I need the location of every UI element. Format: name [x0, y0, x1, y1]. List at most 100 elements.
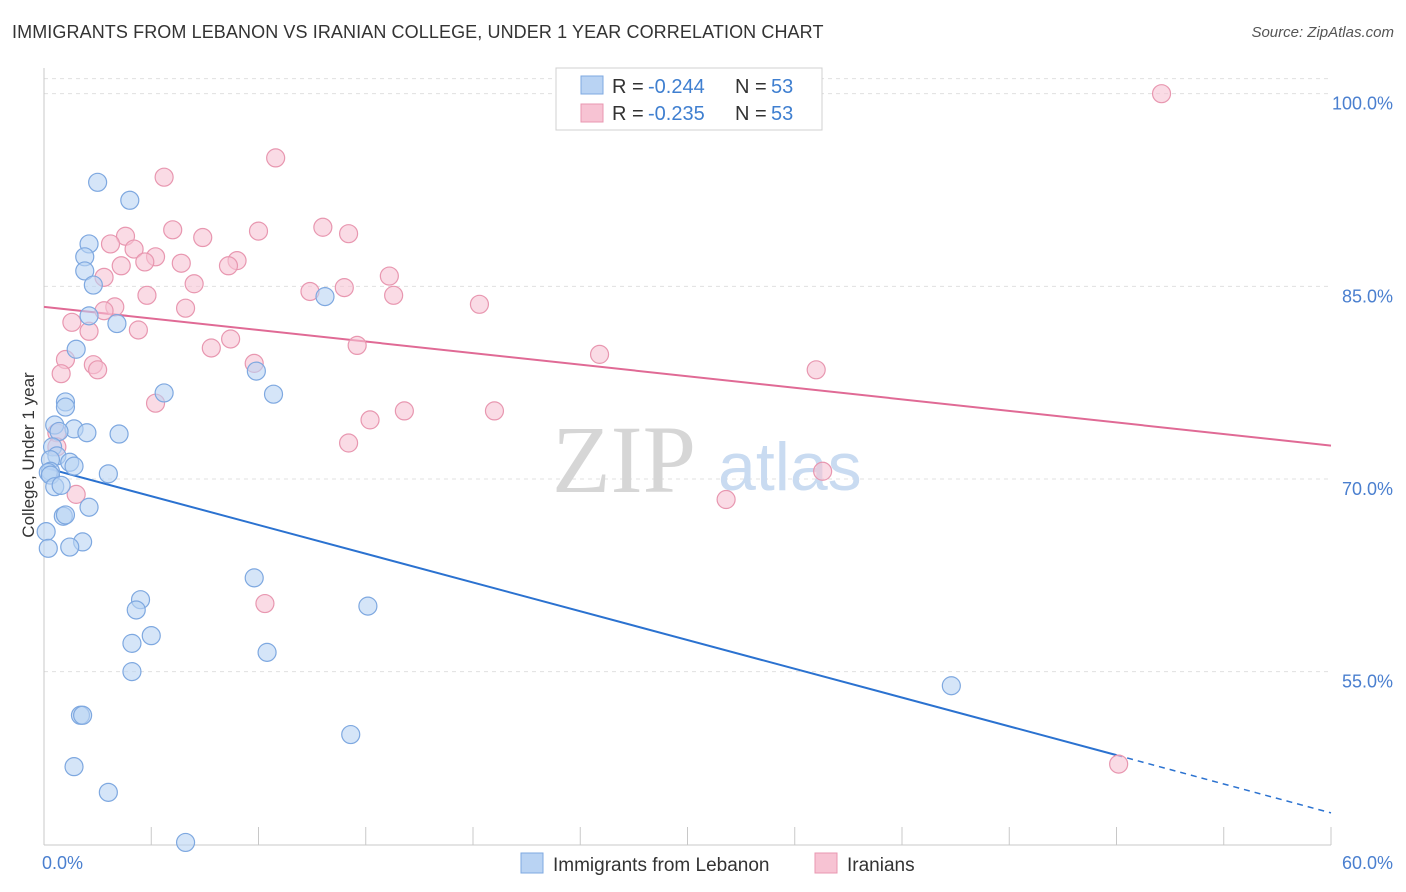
legend-r-label-1: R =	[612, 76, 644, 98]
iranians-point-32	[201, 338, 221, 358]
lebanon-point-39	[358, 596, 378, 616]
iranians-point-1	[266, 148, 286, 168]
y-tick-labels: 100.0% 85.0% 70.0% 55.0%	[1332, 94, 1393, 692]
lebanon-point-30	[51, 475, 71, 495]
iranians-point-34	[589, 344, 610, 364]
iranians-point-40	[51, 364, 71, 384]
lebanon-point-11	[154, 383, 174, 403]
legend-bottom-swatch-pink	[814, 852, 838, 874]
iranians-point-38	[88, 360, 108, 380]
legend-swatch-blue	[580, 75, 604, 95]
lebanon-point-12	[263, 384, 284, 404]
source-label: Source: ZipAtlas.com	[1251, 24, 1394, 41]
lebanon-point-6	[315, 287, 335, 307]
watermark: ZIP atlas	[552, 406, 862, 513]
lebanon-point-18	[77, 423, 97, 443]
iranians-point-7	[193, 227, 213, 248]
iranians-point-50	[716, 489, 736, 510]
legend-bottom-label-iranians: Iranians	[847, 855, 915, 876]
y-tick-label-1: 85.0%	[1342, 286, 1393, 306]
lebanon-point-14	[55, 397, 76, 417]
iranians-point-28	[62, 312, 82, 332]
lebanon-point-10	[246, 361, 266, 381]
iranians-point-12	[135, 252, 155, 272]
watermark-atlas: atlas	[718, 429, 862, 505]
iranians-point-30	[128, 320, 148, 340]
watermark-zip: ZIP	[552, 406, 696, 513]
lebanon-point-19	[109, 424, 129, 444]
lebanon-point-36	[60, 537, 80, 557]
iranians-point-52	[1109, 754, 1129, 774]
trend-line-lebanon-extension	[1116, 754, 1332, 814]
legend-bottom-label-lebanon: Immigrants from Lebanon	[553, 855, 770, 876]
iranians-point-0	[1151, 84, 1172, 104]
iranians-point-4	[313, 217, 333, 237]
legend-r-label-2: R =	[612, 103, 644, 125]
lebanon-point-43	[257, 642, 277, 662]
iranians-point-51	[255, 593, 275, 614]
iranians-point-9	[100, 234, 121, 254]
iranians-point-16	[218, 256, 239, 276]
iranians-point-33	[347, 335, 367, 356]
y-axis-title: College, Under 1 year	[19, 372, 38, 538]
iranians-point-23	[137, 285, 157, 305]
y-tick-label-0: 100.0%	[1332, 94, 1393, 114]
iranians-point-49	[66, 484, 86, 504]
lebanon-point-51	[175, 832, 196, 853]
legend-r-value-1: -0.244	[648, 76, 705, 98]
lebanon-point-45	[941, 676, 961, 696]
lebanon-point-7	[79, 306, 99, 326]
iranians-point-14	[171, 253, 191, 273]
lebanon-point-33	[55, 505, 76, 525]
lebanon-point-4	[75, 261, 95, 281]
lebanon-point-1	[120, 190, 140, 210]
y-tick-label-3: 55.0%	[1342, 672, 1393, 692]
iranians-point-46	[338, 433, 359, 453]
legend-n-value-2: 53	[771, 103, 793, 125]
lebanon-point-49	[64, 757, 84, 777]
iranians-point-6	[163, 220, 183, 240]
iranians-point-2	[154, 167, 174, 187]
trend-line-lebanon	[43, 466, 1117, 757]
x-ticks	[43, 827, 1332, 845]
legend-bottom: Immigrants from Lebanon Iranians	[520, 852, 915, 876]
lebanon-point-47	[73, 705, 93, 725]
lebanon-point-24	[64, 456, 84, 476]
series-lebanon	[36, 172, 961, 853]
iranians-point-18	[379, 266, 399, 286]
lebanon-point-9	[66, 339, 86, 359]
x-tick-label-min: 0.0%	[42, 853, 83, 873]
legend-n-label-2: N =	[735, 103, 767, 125]
legend-r-value-2: -0.235	[648, 103, 705, 125]
iranians-point-26	[175, 298, 196, 318]
lebanon-point-34	[36, 522, 56, 542]
iranians-point-15	[111, 256, 131, 276]
lebanon-point-5	[83, 275, 103, 295]
lebanon-point-44	[122, 662, 142, 682]
lebanon-point-40	[126, 600, 146, 620]
lebanon-point-28	[98, 464, 118, 484]
lebanon-point-48	[341, 724, 361, 745]
iranians-point-3	[248, 221, 269, 241]
iranians-point-42	[394, 401, 414, 421]
lebanon-point-37	[244, 568, 264, 588]
iranians-point-31	[221, 329, 241, 349]
trend-lines	[43, 305, 1332, 814]
iranians-point-22	[384, 285, 404, 305]
lebanon-point-31	[79, 497, 99, 517]
iranians-point-21	[334, 278, 354, 298]
lebanon-point-8	[107, 313, 127, 334]
y-tick-label-2: 70.0%	[1342, 479, 1393, 499]
chart-title: IMMIGRANTS FROM LEBANON VS IRANIAN COLLE…	[12, 22, 824, 42]
lebanon-point-52	[38, 538, 58, 558]
series-iranians	[47, 84, 1172, 774]
iranians-point-43	[484, 401, 505, 421]
iranians-point-48	[813, 461, 833, 481]
gridlines	[44, 78, 1331, 673]
lebanon-point-41	[141, 626, 161, 646]
legend-n-label-1: N =	[735, 76, 767, 98]
iranians-point-19	[184, 274, 204, 294]
trend-line-iranians	[43, 305, 1332, 447]
legend-n-value-1: 53	[771, 76, 793, 98]
